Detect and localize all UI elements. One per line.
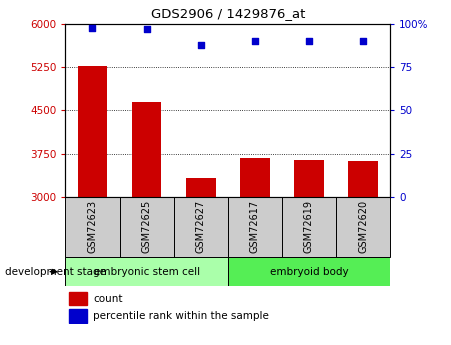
Point: [197, 42, 204, 48]
Bar: [120, 197, 174, 257]
Bar: [294, 160, 324, 197]
Point: [305, 39, 313, 44]
Bar: [69, 309, 87, 323]
Text: embryonic stem cell: embryonic stem cell: [93, 267, 200, 277]
Bar: [65, 257, 228, 286]
Bar: [240, 158, 270, 197]
Bar: [336, 197, 390, 257]
Title: GDS2906 / 1429876_at: GDS2906 / 1429876_at: [151, 7, 305, 20]
Bar: [69, 292, 87, 305]
Text: GSM72623: GSM72623: [87, 200, 97, 253]
Text: count: count: [93, 294, 123, 304]
Text: development stage: development stage: [5, 267, 106, 277]
Point: [143, 27, 150, 32]
Bar: [65, 197, 120, 257]
Text: GSM72617: GSM72617: [250, 200, 260, 253]
Bar: [228, 197, 282, 257]
Bar: [174, 197, 228, 257]
Text: GSM72619: GSM72619: [304, 200, 314, 253]
Bar: [78, 66, 107, 197]
Text: GSM72625: GSM72625: [142, 200, 152, 254]
Text: GSM72620: GSM72620: [358, 200, 368, 253]
Point: [359, 39, 367, 44]
Text: percentile rank within the sample: percentile rank within the sample: [93, 311, 269, 321]
Text: embryoid body: embryoid body: [270, 267, 348, 277]
Bar: [348, 161, 378, 197]
Bar: [186, 178, 216, 197]
Bar: [282, 197, 336, 257]
Bar: [228, 257, 390, 286]
Point: [251, 39, 258, 44]
Text: GSM72627: GSM72627: [196, 200, 206, 254]
Bar: [132, 102, 161, 197]
Point: [89, 25, 96, 30]
